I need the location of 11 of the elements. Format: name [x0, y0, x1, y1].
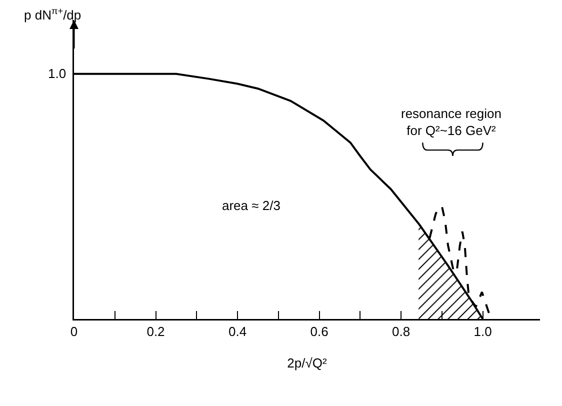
x-tick-label: 0.4: [228, 324, 247, 340]
x-axis-title: 2p/√Q²: [287, 355, 328, 370]
y-axis-title: p dN$^{π+}$/dp: [24, 6, 82, 22]
annotation: resonance region for Q²~16 GeV²: [401, 106, 502, 138]
x-tick-label: 0.8: [392, 324, 410, 340]
x-tick-label: 0.6: [310, 324, 328, 340]
annotation: area ≈ 2/3: [222, 198, 280, 213]
x-tick-label: 0.2: [146, 324, 165, 340]
x-tick-label: 0: [70, 324, 78, 340]
annotation: 1.0: [48, 66, 66, 81]
x-tick-label: 1.0: [474, 324, 492, 340]
